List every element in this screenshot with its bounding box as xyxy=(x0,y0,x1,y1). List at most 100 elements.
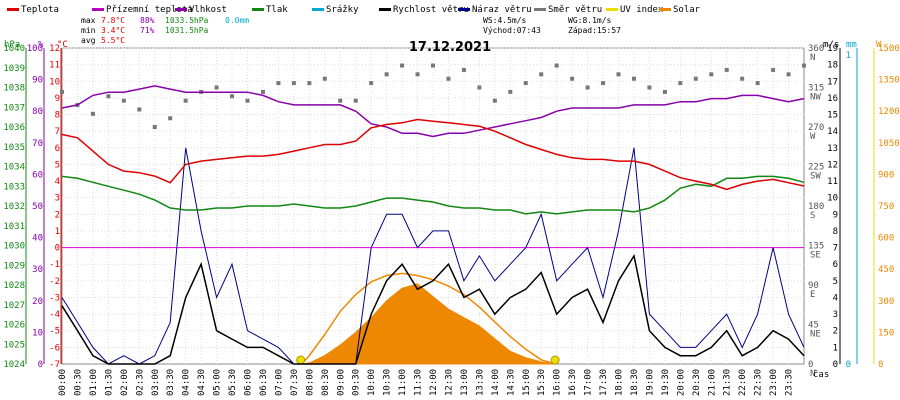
sunset-marker xyxy=(550,355,560,365)
direction-point xyxy=(446,76,451,81)
time-tick: 19:30 xyxy=(661,369,671,396)
time-tick: 01:30 xyxy=(104,369,114,396)
temp-tick: -3 xyxy=(49,293,60,303)
humidity-tick: 80 xyxy=(32,107,43,117)
time-tick: 21:00 xyxy=(707,369,717,396)
temp-tick: 8 xyxy=(55,111,60,121)
direction-point xyxy=(601,81,606,86)
time-axis: 00:00 00:30 01:00 01:30 02:00 02:30 03:00 03:30… xyxy=(58,369,829,396)
direction-point xyxy=(400,63,405,68)
time-tick: 09:00 xyxy=(336,369,346,396)
solar-tick: 1500 xyxy=(878,44,900,54)
wind-tick: 2 xyxy=(833,327,838,337)
solar-tick: 450 xyxy=(878,265,894,275)
humidity-tick: 60 xyxy=(32,170,43,180)
wind-unit: m/s xyxy=(823,40,839,50)
stats-panel: max 7.8°C 88% 1033.5hPa 0.0mm min 3.4°C 71% 1031… xyxy=(81,16,621,45)
time-tick: 08:30 xyxy=(321,369,331,396)
temp-tick: 7 xyxy=(55,127,60,137)
temp-tick: 5 xyxy=(55,160,60,170)
time-tick: 03:30 xyxy=(166,369,176,396)
direction-point xyxy=(415,72,420,77)
direction-point xyxy=(585,85,590,90)
direction-point xyxy=(523,81,528,86)
wind-tick: 3 xyxy=(833,310,838,320)
solar-tick: 900 xyxy=(878,170,894,180)
legend-entry: Vlhkost xyxy=(189,5,227,15)
temp-tick: 11 xyxy=(49,61,60,71)
time-tick: 07:30 xyxy=(290,369,300,396)
pressure-tick: 1037 xyxy=(3,103,25,113)
stat-humidity: 88% xyxy=(140,16,155,25)
pressure-tick: 1026 xyxy=(3,321,25,331)
direction-point xyxy=(214,85,219,90)
direction-point xyxy=(771,67,776,72)
stat-pressure: 1033.5hPa xyxy=(165,16,209,25)
wind-speed-line xyxy=(61,253,805,365)
direction-point xyxy=(384,72,389,77)
direction-point xyxy=(338,98,343,103)
time-tick: 18:00 xyxy=(615,369,625,396)
pressure-tick: 1030 xyxy=(3,242,25,252)
direction-point xyxy=(276,81,281,86)
time-tick: 12:30 xyxy=(444,369,454,396)
direction-point xyxy=(60,89,64,94)
chart-title: 17.12.2021 xyxy=(409,40,491,55)
legend-swatch xyxy=(606,8,618,11)
wind-tick: 11 xyxy=(827,177,838,187)
wind-gust-info: WG:8.1m/s xyxy=(568,16,612,25)
direction-point xyxy=(631,76,636,81)
stat-humidity: 71% xyxy=(140,26,155,35)
temp-tick: -7 xyxy=(49,360,60,370)
legend-entry: Teplota xyxy=(21,5,59,15)
wind-tick: 7 xyxy=(833,244,838,254)
wind-tick: 13 xyxy=(827,144,838,154)
pressure-tick: 1034 xyxy=(3,163,25,173)
pressure-tick: 1031 xyxy=(3,222,25,232)
legend-entry: Náraz větru xyxy=(472,5,532,15)
grid xyxy=(62,47,804,364)
time-tick: 15:30 xyxy=(537,369,547,396)
solar-area xyxy=(301,283,556,365)
time-tick: 11:30 xyxy=(414,369,424,396)
rain-tick: 1 xyxy=(846,51,851,61)
time-tick: 17:00 xyxy=(584,369,594,396)
pressure-tick: 1025 xyxy=(3,340,25,350)
pressure-line xyxy=(61,175,805,215)
time-tick: 16:30 xyxy=(568,369,578,396)
solar-max-curve xyxy=(301,272,556,365)
direction-tick: 315 xyxy=(808,84,824,94)
pressure-tick: 1035 xyxy=(3,143,25,153)
time-tick: 03:00 xyxy=(151,369,161,396)
direction-label: N xyxy=(810,53,815,63)
legend-entry: Tlak xyxy=(266,5,288,15)
wind-tick: 19 xyxy=(827,44,838,54)
wind-tick: 17 xyxy=(827,77,838,87)
time-tick: 05:30 xyxy=(228,369,238,396)
direction-point xyxy=(260,89,265,94)
direction-label: N xyxy=(810,369,815,379)
temp-tick: 12 xyxy=(49,44,60,54)
time-tick: 04:30 xyxy=(197,369,207,396)
solar-tick: 300 xyxy=(878,297,894,307)
legend-entry: Přízemní teplota xyxy=(106,5,193,15)
legend-swatch xyxy=(379,8,391,11)
wind-tick: 0 xyxy=(833,360,838,370)
temperature-line xyxy=(61,118,805,191)
direction-label: S xyxy=(810,211,815,221)
time-tick: 16:00 xyxy=(553,369,563,396)
direction-tick: 180 xyxy=(808,202,824,212)
direction-point xyxy=(802,63,806,68)
wind-tick: 6 xyxy=(833,260,838,270)
sunrise-marker xyxy=(296,355,306,365)
humidity-tick: 70 xyxy=(32,139,43,149)
legend-swatch xyxy=(534,8,546,11)
time-tick: 22:30 xyxy=(754,369,764,396)
direction-point xyxy=(152,125,157,129)
temp-tick: 1 xyxy=(55,227,60,237)
legend-swatch xyxy=(659,8,671,11)
solar-tick: 0 xyxy=(878,360,883,370)
direction-point xyxy=(369,81,374,86)
solar-tick: 750 xyxy=(878,202,894,212)
